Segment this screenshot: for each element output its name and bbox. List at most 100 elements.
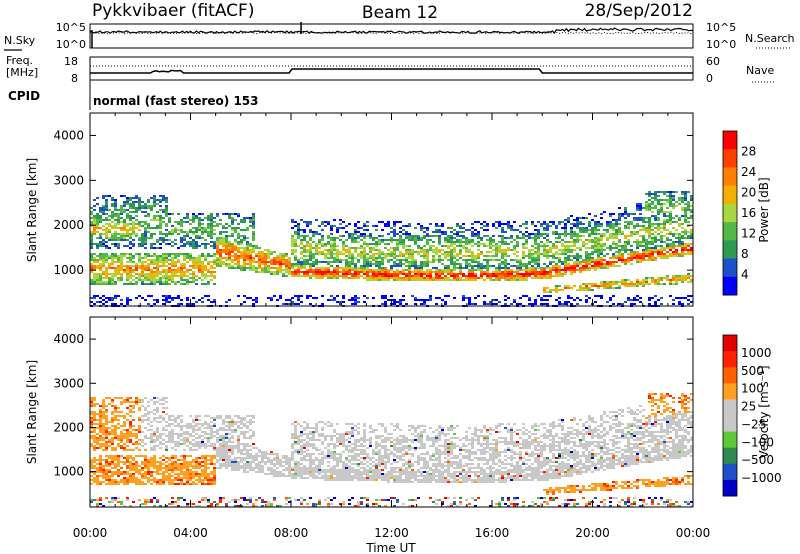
heatmap-cell: [624, 301, 627, 303]
heatmap-cell: [102, 413, 105, 415]
heatmap-cell: [294, 271, 297, 273]
heatmap-cell: [489, 237, 492, 239]
heatmap-cell: [600, 297, 603, 299]
heatmap-cell: [639, 253, 642, 255]
heatmap-cell: [537, 253, 540, 255]
heatmap-cell: [135, 233, 138, 235]
heatmap-cell: [114, 497, 117, 499]
heatmap-cell: [99, 209, 102, 211]
heatmap-cell: [123, 449, 126, 451]
heatmap-cell: [495, 249, 498, 251]
heatmap-cell: [348, 271, 351, 273]
heatmap-cell: [657, 211, 660, 213]
heatmap-cell: [525, 265, 528, 267]
heatmap-cell: [117, 397, 120, 399]
heatmap-cell: [297, 275, 300, 277]
heatmap-cell: [243, 263, 246, 265]
heatmap-cell: [528, 267, 531, 269]
heatmap-cell: [618, 287, 621, 289]
heatmap-cell: [105, 213, 108, 215]
heatmap-cell: [456, 259, 459, 261]
heatmap-cell: [252, 237, 255, 239]
heatmap-cell: [144, 275, 147, 277]
heatmap-cell: [663, 219, 666, 221]
sky-label: N.Sky: [4, 34, 36, 47]
heatmap-cell: [555, 287, 558, 289]
heatmap-cell: [117, 437, 120, 439]
heatmap-cell: [111, 277, 114, 279]
heatmap-cell: [645, 255, 648, 257]
heatmap-cell: [99, 443, 102, 445]
heatmap-cell: [147, 283, 150, 285]
heatmap-cell: [216, 245, 219, 247]
heatmap-cell: [657, 203, 660, 205]
heatmap-cell: [687, 201, 690, 203]
heatmap-cell: [276, 269, 279, 271]
heatmap-cell: [537, 263, 540, 265]
heatmap-cell: [402, 263, 405, 265]
heatmap-cell: [522, 243, 525, 245]
heatmap-cell: [627, 253, 630, 255]
heatmap-cell: [144, 261, 147, 263]
heatmap-cell: [486, 263, 489, 265]
heatmap-cell: [588, 261, 591, 263]
heatmap-cell: [453, 241, 456, 243]
heatmap-cell: [681, 235, 684, 237]
heatmap-cell: [123, 205, 126, 207]
heatmap-cell: [198, 267, 201, 269]
heatmap-cell: [135, 197, 138, 199]
heatmap-cell: [231, 251, 234, 253]
heatmap-cell: [543, 291, 546, 293]
heatmap-cell: [117, 273, 120, 275]
heatmap-cell: [93, 445, 96, 447]
heatmap-cell: [498, 267, 501, 269]
heatmap-cell: [147, 295, 150, 297]
heatmap-cell: [468, 259, 471, 261]
heatmap-cell: [216, 265, 219, 267]
heatmap-cell: [639, 301, 642, 303]
heatmap-cell: [567, 269, 570, 271]
heatmap-cell: [591, 251, 594, 253]
heatmap-cell: [426, 299, 429, 301]
heatmap-cell: [156, 273, 159, 275]
heatmap-cell: [399, 277, 402, 279]
heatmap-cell: [651, 215, 654, 217]
y-tick-label: 1000: [53, 263, 84, 277]
heatmap-cell: [486, 265, 489, 267]
heatmap-cell: [606, 221, 609, 223]
heatmap-cell: [444, 271, 447, 273]
heatmap-cell: [213, 241, 216, 243]
heatmap-cell: [348, 263, 351, 265]
heatmap-cell: [261, 261, 264, 263]
heatmap-cell: [138, 481, 141, 483]
heatmap-cell: [471, 251, 474, 253]
heatmap-cell: [531, 303, 534, 305]
heatmap-cell: [222, 243, 225, 245]
heatmap-cell: [342, 235, 345, 237]
heatmap-cell: [423, 277, 426, 279]
heatmap-cell: [408, 261, 411, 263]
heatmap-cell: [525, 269, 528, 271]
heatmap-cell: [387, 275, 390, 277]
heatmap-cell: [480, 239, 483, 241]
heatmap-cell: [594, 251, 597, 253]
heatmap-cell: [231, 227, 234, 229]
heatmap-cell: [141, 481, 144, 483]
heatmap-cell: [546, 253, 549, 255]
heatmap-cell: [123, 229, 126, 231]
heatmap-cell: [477, 241, 480, 243]
heatmap-cell: [210, 241, 213, 243]
heatmap-cell: [108, 441, 111, 443]
heatmap-cell: [645, 245, 648, 247]
heatmap-cell: [444, 241, 447, 243]
heatmap-cell: [672, 279, 675, 281]
heatmap-cell: [264, 265, 267, 267]
heatmap-cell: [288, 271, 291, 273]
heatmap-cell: [150, 273, 153, 275]
heatmap-cell: [636, 209, 639, 211]
heatmap-cell: [669, 201, 672, 203]
heatmap-cell: [573, 231, 576, 233]
heatmap-cell: [189, 237, 192, 239]
heatmap-cell: [654, 197, 657, 199]
heatmap-cell: [630, 251, 633, 253]
